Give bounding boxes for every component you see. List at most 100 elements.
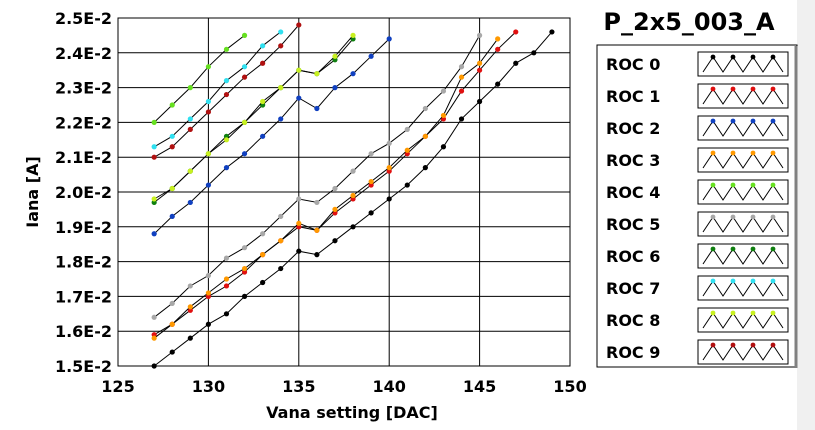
legend-item: ROC 1 — [606, 83, 789, 109]
data-point — [513, 29, 519, 35]
data-point — [223, 165, 230, 171]
data-point — [368, 178, 374, 185]
data-point — [187, 116, 193, 122]
legend-swatch-marker — [730, 342, 736, 348]
data-point — [368, 210, 374, 216]
x-tick-label: 140 — [372, 377, 405, 396]
legend-swatch-marker — [770, 182, 776, 188]
data-point — [495, 46, 501, 52]
data-point — [296, 196, 302, 202]
data-point — [278, 213, 284, 219]
data-point — [350, 32, 356, 39]
data-point — [223, 276, 230, 282]
data-point — [169, 300, 175, 306]
series-3 — [151, 36, 501, 341]
data-point — [260, 43, 266, 49]
y-tick-label: 1.5E-2 — [55, 357, 112, 376]
data-point — [440, 144, 447, 150]
legend-swatch-marker — [770, 246, 776, 252]
legend-item: ROC 0 — [606, 51, 789, 77]
data-point — [241, 293, 248, 299]
data-point — [169, 102, 175, 108]
data-point — [458, 88, 465, 94]
data-point — [205, 151, 211, 157]
data-point — [187, 283, 193, 289]
data-point — [223, 78, 230, 84]
data-point — [296, 67, 302, 73]
y-tick-label: 2.1E-2 — [55, 148, 112, 167]
data-point — [151, 154, 157, 160]
x-tick-label: 125 — [101, 377, 134, 396]
data-point — [314, 227, 320, 233]
data-point — [278, 43, 284, 49]
legend-item: ROC 9 — [606, 339, 789, 365]
series-line — [153, 35, 354, 200]
data-point — [223, 311, 230, 317]
data-point — [278, 238, 284, 244]
legend-swatch-marker — [750, 150, 756, 156]
legend-item: ROC 8 — [606, 307, 789, 333]
data-point — [205, 272, 211, 279]
data-point — [151, 335, 157, 341]
data-point — [205, 64, 211, 70]
data-point — [477, 98, 483, 105]
data-point — [260, 60, 266, 66]
data-point — [260, 279, 266, 286]
data-point — [332, 53, 338, 59]
data-point — [187, 168, 193, 174]
data-point — [422, 105, 428, 112]
legend-swatch-marker — [730, 214, 736, 220]
x-tick-label: 145 — [463, 377, 496, 396]
legend-swatch-marker — [730, 182, 736, 188]
legend-swatch-marker — [710, 342, 716, 348]
legend-swatch-marker — [710, 54, 716, 60]
data-point — [549, 29, 555, 35]
legend-swatch-marker — [730, 246, 736, 252]
plot-frame — [117, 17, 571, 367]
legend-swatch-marker — [730, 310, 736, 316]
legend-swatch-marker — [770, 150, 776, 156]
data-point — [223, 137, 230, 143]
title-box — [597, 0, 797, 40]
legend-swatch-line — [702, 312, 784, 329]
data-point — [223, 46, 230, 52]
series-line — [153, 38, 390, 235]
data-point — [332, 185, 338, 192]
legend-swatch-marker — [770, 54, 776, 60]
data-point — [386, 196, 392, 202]
legend-swatch-marker — [750, 54, 756, 60]
data-point — [260, 98, 266, 105]
data-point — [332, 238, 338, 244]
legend-item: ROC 3 — [606, 147, 789, 173]
y-tick-label: 2.2E-2 — [55, 113, 112, 132]
legend-swatch-line — [702, 344, 784, 361]
legend-swatch-marker — [750, 86, 756, 92]
data-point — [495, 36, 501, 42]
legend-swatch-marker — [710, 86, 716, 92]
data-point — [241, 64, 248, 70]
data-point — [332, 85, 338, 91]
legend-item: ROC 4 — [606, 179, 789, 205]
data-point — [296, 248, 302, 254]
data-point — [187, 304, 193, 310]
x-tick-label: 135 — [282, 377, 315, 396]
data-point — [205, 321, 211, 327]
right-margin-panel — [797, 0, 815, 430]
legend-swatch-line — [702, 280, 784, 297]
data-point — [205, 182, 211, 188]
data-point — [205, 109, 211, 115]
data-point — [169, 321, 175, 327]
chart-title: P_2x5_003_A — [603, 8, 775, 36]
data-point — [422, 133, 428, 139]
legend-label: ROC 8 — [606, 311, 660, 330]
legend-swatch-marker — [770, 214, 776, 220]
data-point — [151, 144, 157, 150]
data-point — [458, 74, 465, 80]
data-point — [205, 290, 211, 296]
data-point — [241, 32, 248, 39]
data-point — [169, 133, 175, 139]
legend-swatch-line — [702, 184, 784, 201]
data-point — [260, 133, 266, 139]
legend-item: ROC 2 — [606, 115, 789, 141]
legend-label: ROC 3 — [606, 151, 660, 170]
